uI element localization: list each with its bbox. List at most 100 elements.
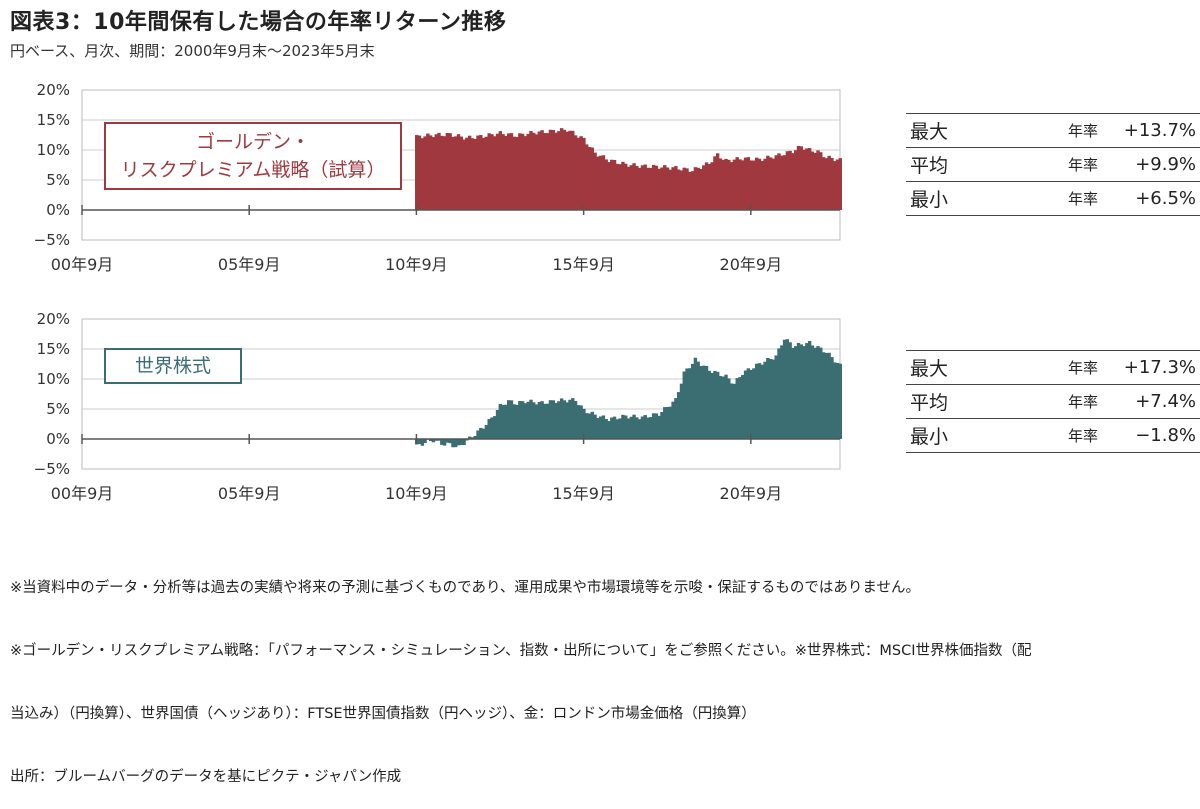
area-bar — [743, 370, 748, 439]
area-bar — [819, 347, 823, 439]
area-bar — [576, 137, 581, 210]
area-bar — [579, 136, 583, 210]
area-bar — [729, 383, 734, 439]
area-bar — [551, 129, 555, 210]
area-bar — [610, 417, 614, 439]
area-bar — [529, 131, 533, 210]
area-bar — [674, 398, 678, 439]
area-bar — [442, 439, 447, 446]
area-bar — [423, 136, 427, 210]
area-bar — [660, 411, 664, 439]
area-bar — [559, 398, 564, 439]
area-bar — [732, 383, 737, 439]
area-bar — [490, 134, 494, 210]
area-bar — [676, 392, 681, 439]
golden-strategy-chart: 20% 15% 10% 5% 0% −5% 00年9月 05年9月 10年9月 15年9月 20年9… — [34, 81, 842, 274]
area-bar — [696, 361, 700, 439]
area-bar — [518, 400, 522, 439]
stat-value: +9.9% — [1102, 147, 1200, 182]
area-bar — [434, 134, 438, 210]
area-bar — [515, 404, 519, 439]
area-bar — [576, 405, 581, 439]
area-bar — [624, 163, 628, 210]
area-bar — [715, 153, 720, 210]
area-bar — [598, 155, 603, 210]
page-subtitle: 円ベース、月次、期間：2000年9月末～2023年5月末 — [10, 42, 375, 60]
area-bar — [481, 428, 486, 439]
area-bar — [493, 136, 497, 210]
area-bar — [746, 368, 751, 439]
area-bar — [621, 414, 625, 439]
area-bar — [512, 136, 516, 210]
stat-unit: 年率 — [1034, 147, 1102, 182]
area-bar — [568, 130, 572, 210]
area-bar — [696, 167, 700, 210]
area-bar — [585, 144, 589, 210]
area-bar — [833, 362, 837, 439]
area-bar — [612, 416, 617, 439]
area-bar — [442, 136, 447, 210]
area-bar — [518, 133, 522, 210]
area-bar — [805, 343, 809, 439]
area-bar — [830, 157, 834, 210]
y-tick-label: 15% — [37, 111, 70, 129]
area-bar — [838, 158, 842, 210]
area-bar — [545, 403, 550, 439]
area-bar — [548, 129, 553, 210]
area-bar — [426, 133, 430, 210]
area-bar — [693, 357, 698, 439]
area-bar — [813, 347, 817, 439]
area-bar — [766, 358, 770, 439]
area-bar — [417, 135, 422, 210]
area-bar — [434, 439, 438, 441]
area-bar — [657, 168, 661, 210]
area-bar — [621, 161, 625, 210]
area-bar — [693, 167, 698, 210]
area-bar — [663, 165, 667, 210]
area-bar — [671, 167, 675, 210]
area-bar — [604, 159, 608, 210]
y-tick-label: 0% — [46, 201, 70, 219]
area-bar — [707, 164, 712, 210]
area-bar — [456, 439, 461, 446]
area-bar — [428, 135, 433, 210]
area-bar — [704, 162, 709, 210]
world-equity-chart: 20% 15% 10% 5% 0% −5% 00年9月 05年9月 10年9月 15年9月 20年9… — [34, 310, 842, 503]
area-bar — [827, 352, 831, 439]
area-bar — [448, 133, 452, 210]
area-bar — [526, 401, 530, 439]
area-bar — [657, 415, 661, 439]
area-bar — [573, 135, 578, 210]
area-bar — [788, 150, 792, 210]
area-bar — [729, 162, 734, 210]
area-bar — [445, 132, 450, 210]
area-bar — [504, 135, 508, 210]
golden-strategy-label-line1: ゴールデン・ — [195, 131, 310, 153]
area-bar — [484, 425, 489, 439]
area-bar — [543, 403, 547, 439]
area-bar — [752, 160, 756, 210]
area-bar — [816, 150, 820, 210]
stat-unit: 年率 — [1034, 181, 1102, 216]
area-bar — [462, 439, 466, 446]
area-bar — [718, 158, 723, 210]
x-tick-label: 00年9月 — [51, 255, 114, 274]
area-bar — [540, 401, 544, 439]
stat-label: 最小 — [906, 181, 1034, 216]
area-bar — [495, 409, 500, 439]
golden-strategy-stats: 最大 年率 +13.7% 平均 年率 +9.9% 最小 年率 +6.5% — [906, 113, 1200, 216]
area-bar — [777, 348, 781, 439]
stat-unit: 年率 — [1034, 384, 1102, 419]
area-bar — [771, 158, 776, 210]
area-bar — [565, 402, 569, 439]
area-bar — [415, 135, 419, 210]
area-bar — [782, 339, 787, 439]
area-bar — [473, 138, 477, 210]
area-bar — [490, 417, 494, 439]
area-bar — [760, 161, 764, 210]
area-bar — [607, 421, 611, 439]
area-bar — [618, 164, 622, 210]
area-bar — [649, 167, 653, 210]
area-bar — [562, 129, 567, 210]
area-bar — [476, 135, 480, 210]
